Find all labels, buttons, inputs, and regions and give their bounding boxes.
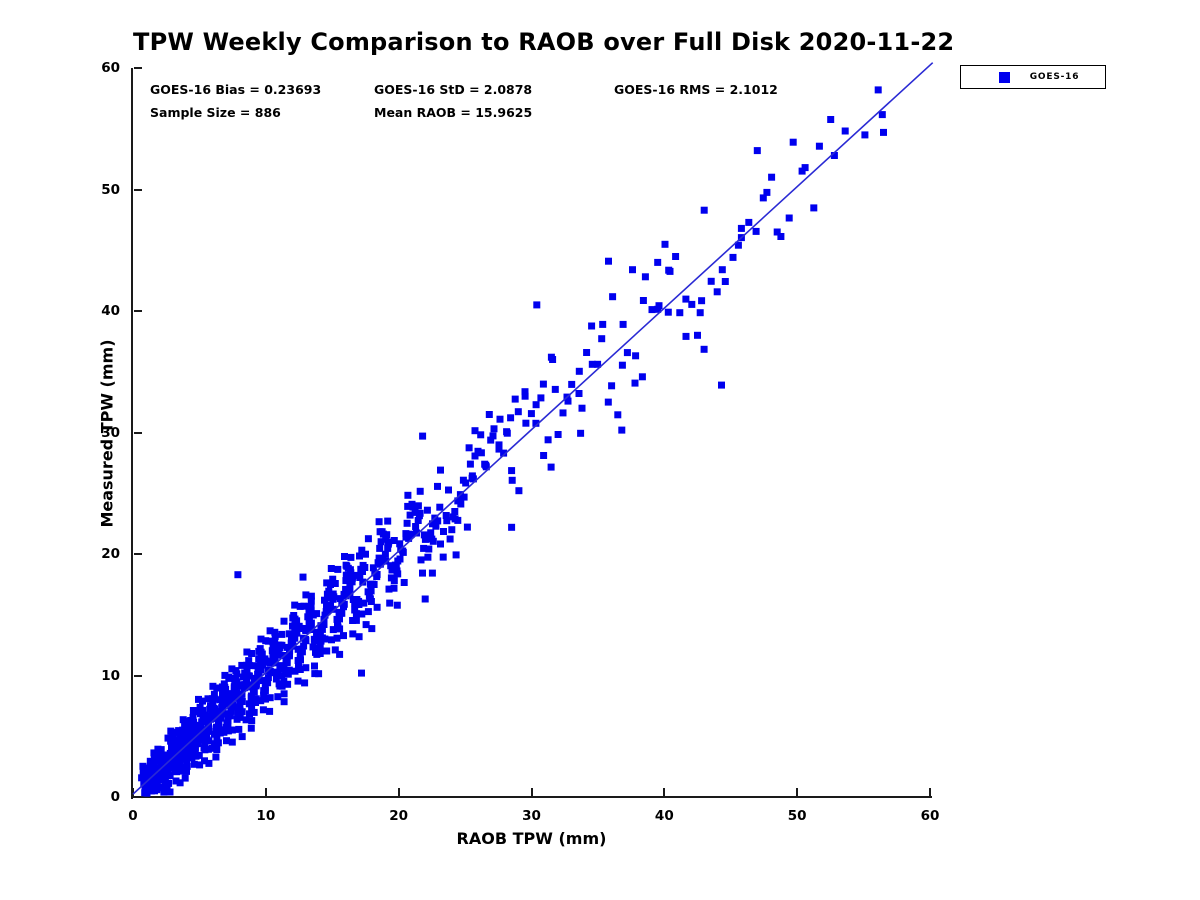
- x-axis-label: RAOB TPW (mm): [456, 829, 607, 848]
- y-tick-mark: [134, 553, 142, 555]
- stat-rms: GOES-16 RMS = 2.1012: [614, 82, 778, 97]
- y-tick-label: 60: [101, 60, 120, 76]
- x-tick-label: 50: [787, 808, 807, 824]
- x-tick-mark: [132, 788, 134, 796]
- x-tick-label: 60: [920, 808, 940, 824]
- legend: GOES-16: [960, 65, 1106, 89]
- y-tick-mark: [134, 431, 142, 434]
- fit-line: [132, 62, 934, 795]
- x-tick-label: 40: [654, 808, 674, 824]
- GOES-16-scatter-points: [138, 86, 887, 797]
- x-tick-mark: [264, 788, 267, 796]
- y-axis-label: Measured TPW (mm): [97, 339, 117, 528]
- y-tick-mark: [134, 188, 142, 191]
- x-tick-mark: [663, 788, 666, 796]
- x-tick-mark: [397, 788, 400, 796]
- y-tick-label: 20: [101, 546, 120, 562]
- y-tick-label: 0: [110, 789, 120, 805]
- y-tick-mark: [134, 674, 142, 677]
- x-axis-spine: [131, 796, 932, 798]
- x-tick-mark: [796, 788, 799, 796]
- x-tick-label: 20: [389, 808, 409, 824]
- y-tick-label: 50: [101, 181, 120, 198]
- y-tick-mark: [134, 67, 142, 69]
- y-axis-spine: [131, 68, 133, 799]
- x-tick-label: 30: [522, 808, 541, 824]
- stat-mean-raob: Mean RAOB = 15.9625: [374, 105, 533, 120]
- x-tick-label: 0: [128, 808, 138, 824]
- x-tick-mark: [929, 788, 931, 796]
- legend-marker-square-icon: [999, 71, 1010, 83]
- y-tick-mark: [134, 796, 142, 798]
- legend-label: GOES-16: [1029, 72, 1080, 82]
- y-tick-label: 40: [101, 303, 120, 319]
- y-tick-label: 30: [101, 424, 120, 441]
- x-tick-label: 10: [256, 808, 276, 824]
- stat-sample-size: Sample Size = 886: [150, 105, 281, 120]
- chart-title: TPW Weekly Comparison to RAOB over Full …: [133, 28, 955, 56]
- y-tick-label: 10: [101, 667, 120, 684]
- stat-bias: GOES-16 Bias = 0.23693: [150, 82, 322, 97]
- x-tick-mark: [530, 788, 533, 796]
- stat-std: GOES-16 StD = 2.0878: [374, 82, 533, 97]
- y-tick-mark: [134, 310, 142, 312]
